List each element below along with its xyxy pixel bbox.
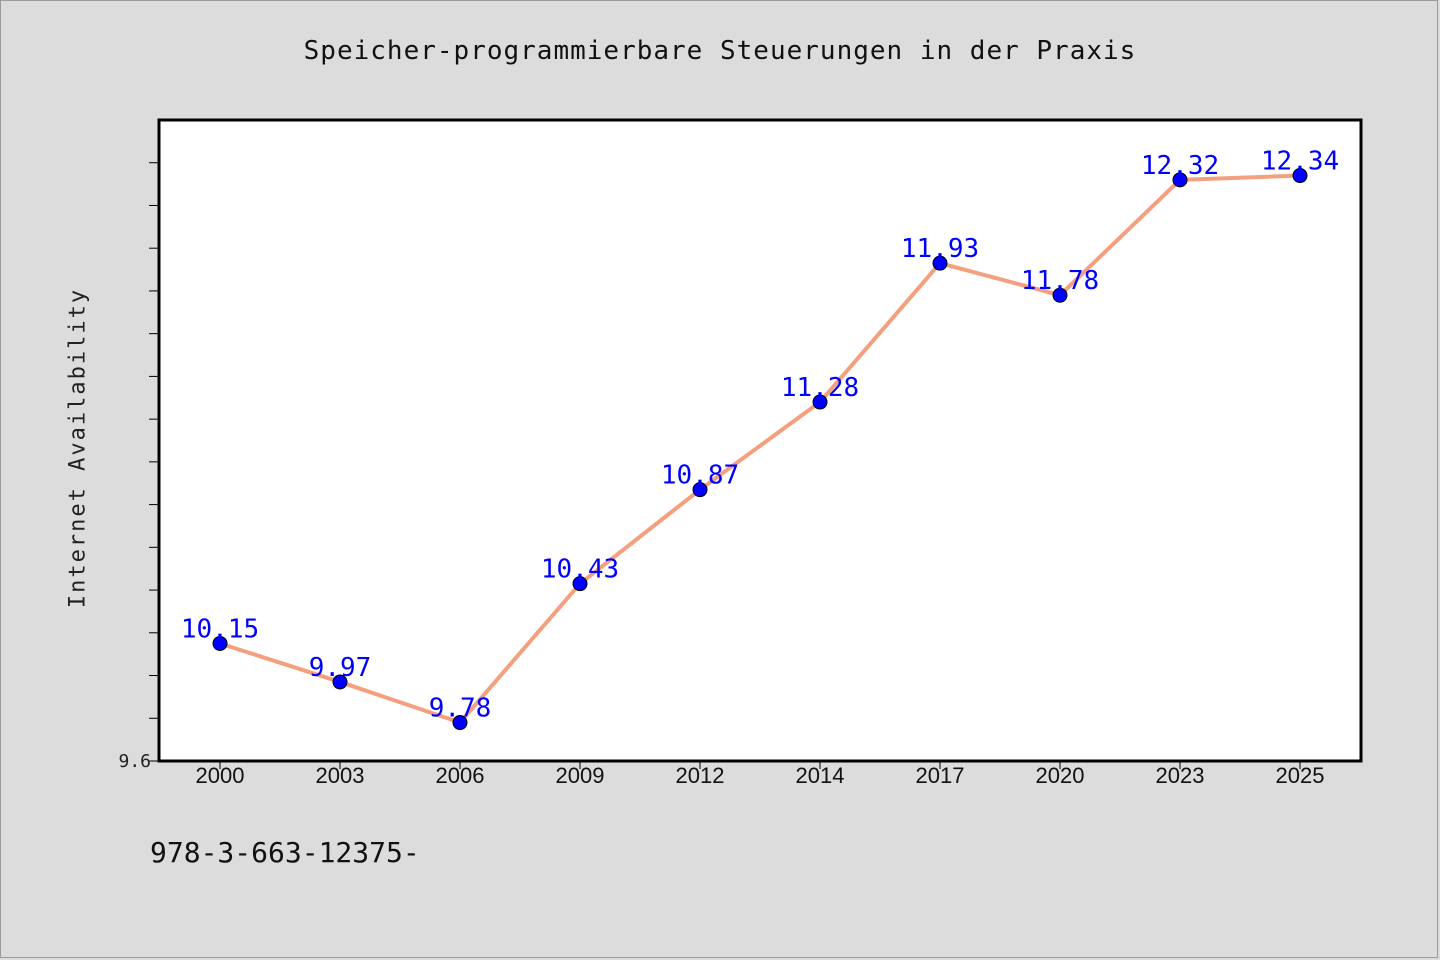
- data-point: [932, 255, 948, 271]
- data-point: [332, 674, 348, 690]
- data-label: 12.32: [1141, 151, 1219, 181]
- data-label: 11.93: [901, 234, 979, 264]
- x-tick-label: 2017: [916, 763, 965, 788]
- x-tick-label: 2003: [316, 763, 365, 788]
- data-label: 12.34: [1261, 147, 1339, 177]
- x-axis-ticks: 2000 2003 2006 2009 2012 2014 2017 2020 2023 2025: [196, 761, 1325, 788]
- data-point: [1292, 168, 1308, 184]
- data-label: 10.43: [541, 555, 619, 585]
- series-line: [219, 173, 1301, 725]
- y-tick-label: 9.6: [118, 751, 151, 772]
- data-label: 9.97: [309, 653, 372, 683]
- x-tick-label: 2023: [1156, 763, 1205, 788]
- y-axis-ticks: 9.6: [118, 162, 159, 772]
- chart-title: Speicher-programmierbare Steuerungen in …: [303, 36, 1137, 66]
- plot-area: [157, 118, 1363, 763]
- x-tick-label: 2009: [556, 763, 605, 788]
- x-tick-label: 2012: [676, 763, 725, 788]
- x-tick-label: 2006: [436, 763, 485, 788]
- x-tick-label: 2020: [1036, 763, 1085, 788]
- data-label: 11.78: [1021, 266, 1099, 296]
- x-tick-label: 2014: [796, 763, 845, 788]
- series-layer: 10.15 9.97 9.78 10.43 10.87 11.28 11.93 11.78 12…: [181, 147, 1339, 731]
- data-label: 9.78: [429, 694, 492, 724]
- data-label: 10.15: [181, 614, 259, 644]
- data-point: [692, 482, 708, 498]
- x-tick-label: 2000: [196, 763, 245, 788]
- data-point: [452, 715, 468, 731]
- data-point: [1172, 172, 1188, 188]
- data-label: 10.87: [661, 461, 739, 491]
- data-label: 11.28: [781, 373, 859, 403]
- data-point: [812, 394, 828, 410]
- x-tick-label: 2025: [1276, 763, 1325, 788]
- data-point: [572, 576, 588, 592]
- data-point: [1052, 287, 1068, 303]
- footer-code: 978-3-663-12375-: [150, 836, 420, 869]
- data-point: [212, 635, 228, 651]
